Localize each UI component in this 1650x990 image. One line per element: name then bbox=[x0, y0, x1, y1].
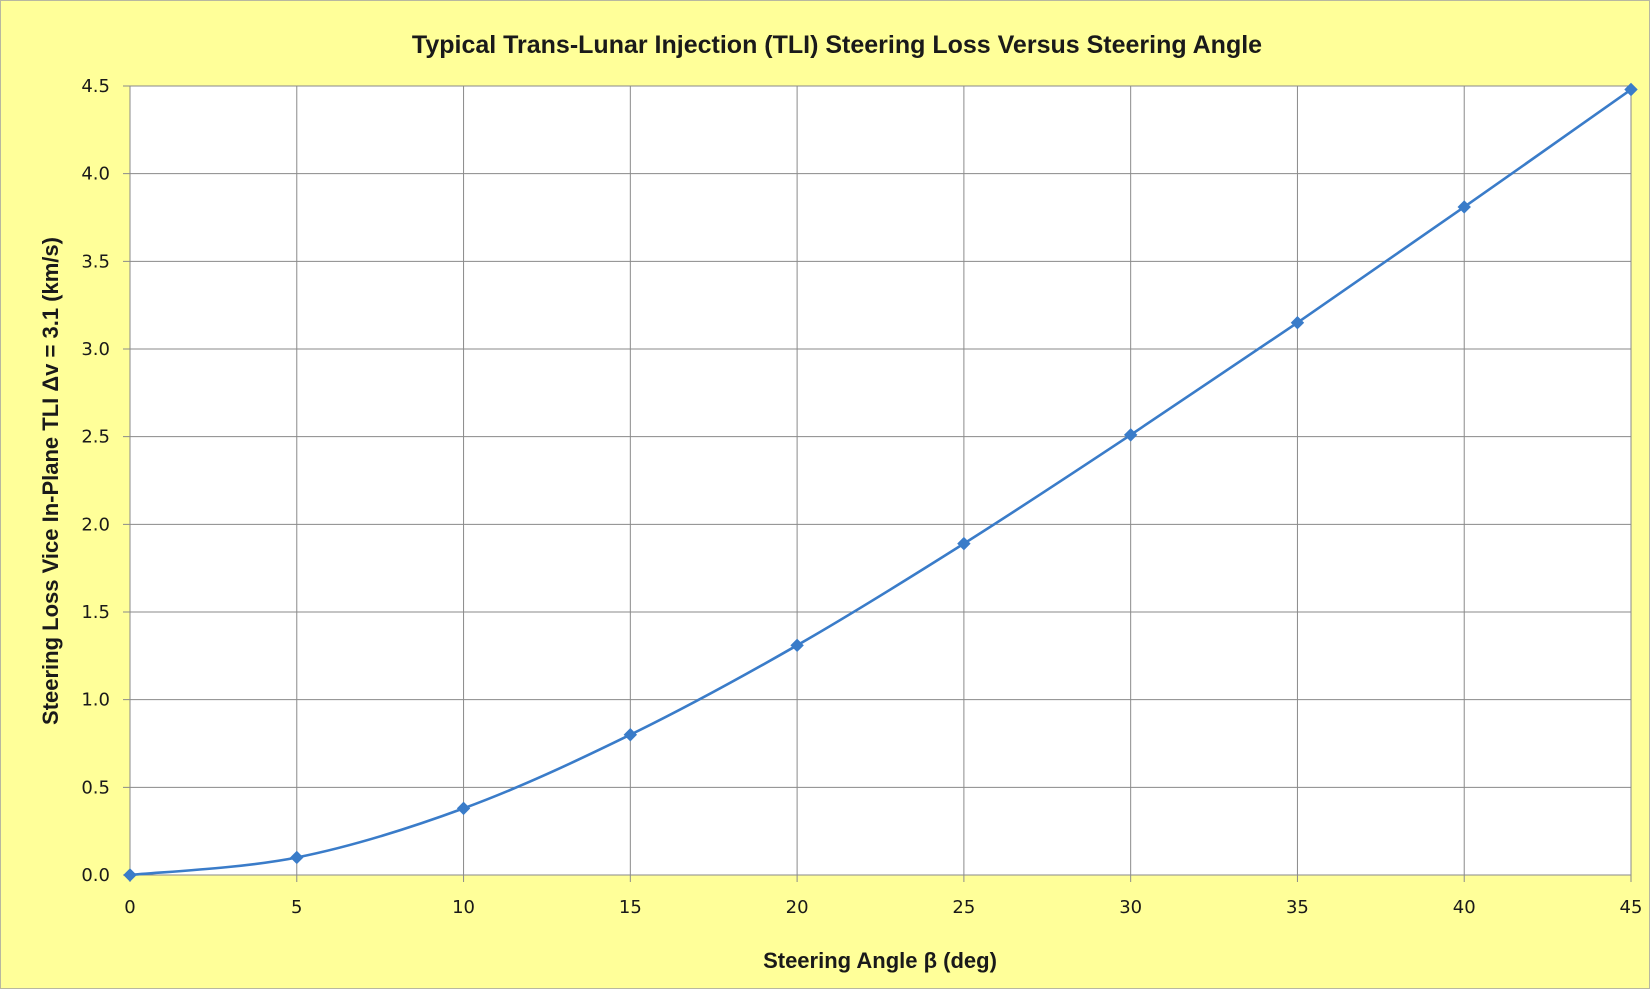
y-tick-label: 0.5 bbox=[81, 777, 110, 798]
x-tick-label: 45 bbox=[1620, 897, 1643, 918]
data-point bbox=[123, 868, 137, 882]
data-point bbox=[1624, 82, 1638, 97]
data-point bbox=[790, 638, 804, 653]
y-tick-label: 2.5 bbox=[81, 427, 110, 448]
x-tick-label: 20 bbox=[786, 897, 809, 918]
gridlines bbox=[123, 85, 1632, 882]
y-axis-ticks: 0.0 0.5 1.0 1.5 2.0 2.5 3.0 3.5 4.0 4.5 bbox=[81, 76, 110, 886]
y-tick-label: 3.5 bbox=[81, 251, 110, 272]
data-point bbox=[1290, 315, 1305, 330]
x-axis-label: Steering Angle β (deg) bbox=[763, 948, 997, 973]
x-tick-label: 15 bbox=[619, 897, 642, 918]
y-tick-label: 4.0 bbox=[81, 164, 110, 185]
x-axis-ticks: 0 5 10 15 20 25 30 35 40 45 bbox=[124, 897, 1642, 918]
plot-area bbox=[129, 85, 1632, 876]
x-tick-label: 25 bbox=[952, 897, 975, 918]
y-tick-label: 1.5 bbox=[81, 602, 110, 623]
y-tick-label: 2.0 bbox=[81, 514, 110, 535]
x-tick-label: 35 bbox=[1286, 897, 1309, 918]
data-point bbox=[290, 850, 304, 865]
data-point bbox=[623, 728, 638, 742]
data-point bbox=[456, 801, 471, 816]
y-tick-label: 1.0 bbox=[81, 690, 110, 711]
series-line bbox=[128, 88, 1633, 877]
y-tick-label: 4.5 bbox=[81, 76, 110, 97]
y-tick-label: 3.0 bbox=[81, 339, 110, 360]
chart-title: Typical Trans-Lunar Injection (TLI) Stee… bbox=[412, 31, 1262, 59]
y-tick-label: 0.0 bbox=[81, 865, 110, 886]
data-point bbox=[957, 536, 971, 551]
x-tick-label: 40 bbox=[1453, 897, 1476, 918]
y-axis-label: Steering Loss Vice In-Plane TLI Δv = 3.1… bbox=[38, 237, 63, 725]
x-tick-label: 30 bbox=[1119, 897, 1142, 918]
x-tick-label: 0 bbox=[124, 897, 135, 918]
x-tick-label: 10 bbox=[452, 897, 475, 918]
series-layer bbox=[123, 82, 1638, 882]
data-point bbox=[1123, 428, 1138, 442]
x-tick-label: 5 bbox=[291, 897, 302, 918]
data-point bbox=[1457, 200, 1471, 214]
